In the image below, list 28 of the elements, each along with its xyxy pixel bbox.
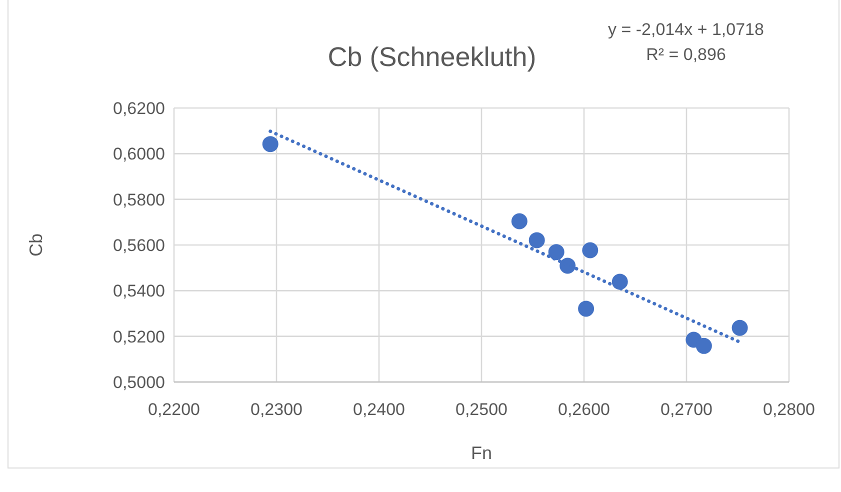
- x-axis-title: Fn: [470, 443, 492, 463]
- y-axis-title: Cb: [26, 233, 46, 257]
- point: [578, 300, 594, 317]
- y-tick-label: 0,5400: [113, 282, 165, 301]
- x-tick-label: 0,2300: [250, 400, 302, 419]
- x-tick-label: 0,2200: [148, 400, 200, 419]
- point: [732, 320, 748, 336]
- x-tick-label: 0,2700: [660, 400, 712, 419]
- point: [548, 244, 564, 260]
- text: R² = 0,896: [646, 45, 726, 64]
- point: [612, 274, 628, 290]
- x-tick-label: 0,2600: [558, 400, 610, 419]
- y-tick-label: 0,6200: [113, 99, 165, 118]
- x-tick-label: 0,2800: [763, 400, 815, 419]
- y-tick-label: 0,5600: [113, 236, 165, 255]
- point: [511, 213, 528, 230]
- point: [696, 338, 712, 354]
- point: [528, 232, 545, 248]
- y-tick-label: 0,5800: [113, 190, 165, 210]
- y-tick-label: 0,5200: [113, 327, 165, 346]
- point: [582, 242, 598, 258]
- y-tick-label: 0,5000: [113, 373, 165, 392]
- x-tick-label: 0,2500: [456, 400, 508, 419]
- text: y = -2,014x + 1,0718: [608, 20, 764, 39]
- y-tick-label: 0,6000: [113, 144, 165, 164]
- x-tick-label: 0,2400: [353, 400, 405, 419]
- point: [262, 136, 278, 152]
- chart-title: Cb (Schneekluth): [328, 42, 536, 72]
